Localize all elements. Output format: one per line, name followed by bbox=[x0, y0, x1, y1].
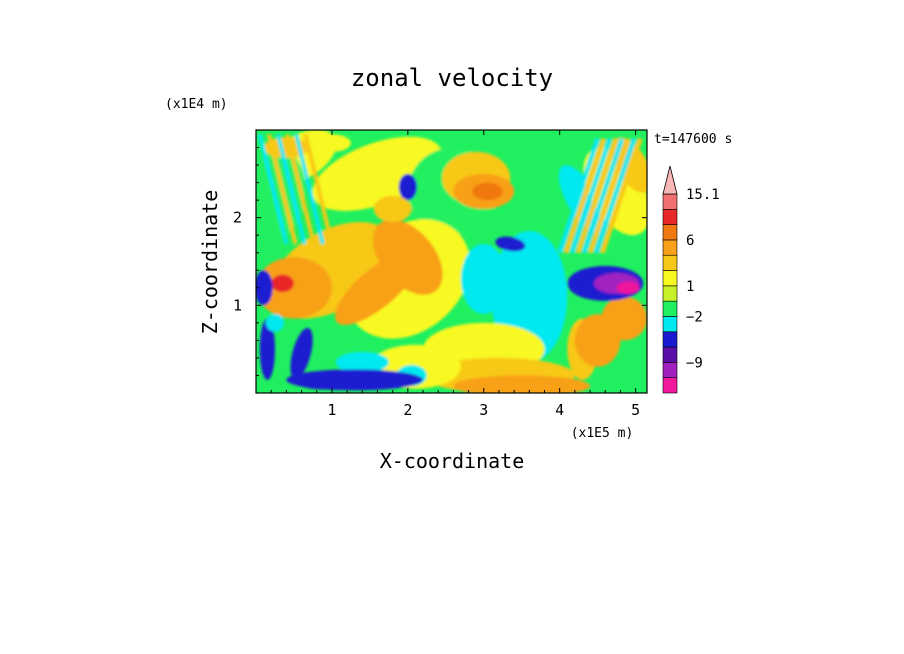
colorbar-cell bbox=[662, 270, 678, 287]
contour-region bbox=[563, 137, 607, 254]
colorbar-cell bbox=[662, 316, 678, 333]
contour-region bbox=[271, 274, 294, 293]
contour-region bbox=[616, 281, 640, 294]
contour-region bbox=[557, 137, 601, 254]
contour-region bbox=[256, 270, 273, 306]
contour-region bbox=[257, 133, 289, 245]
contour-region bbox=[297, 375, 351, 390]
colorbar-cell bbox=[662, 377, 678, 394]
x-tick-label: 4 bbox=[555, 401, 564, 419]
x-axis: 1 2 3 4 5 bbox=[270, 130, 640, 419]
time-label: t=147600 s bbox=[654, 132, 732, 147]
x-tick-label: 2 bbox=[403, 401, 412, 419]
contour-region bbox=[460, 243, 507, 315]
contour-region bbox=[259, 318, 275, 380]
contour-regions bbox=[256, 130, 647, 393]
contour-region bbox=[398, 173, 417, 201]
contour-region bbox=[587, 137, 631, 254]
colorbar-cell bbox=[662, 346, 678, 363]
colorbar-extension bbox=[662, 165, 678, 195]
contour-region bbox=[581, 137, 625, 254]
x-tick-label: 5 bbox=[631, 401, 640, 419]
colorbar-label: 1 bbox=[686, 279, 694, 295]
contour-region bbox=[373, 219, 443, 295]
contour-region bbox=[265, 314, 285, 332]
contour-region bbox=[276, 133, 307, 245]
colorbar-cell bbox=[662, 209, 678, 225]
colorbar-label: −9 bbox=[686, 355, 703, 371]
y-axis-title: Z-coordinate bbox=[198, 190, 222, 335]
colorbar-label: −2 bbox=[686, 309, 703, 325]
plot-frame bbox=[255, 129, 648, 394]
contour-region bbox=[495, 236, 526, 252]
colorbar-cell bbox=[662, 362, 678, 378]
x-axis-title: X-coordinate bbox=[380, 449, 525, 473]
contour-region bbox=[472, 182, 503, 201]
colorbar-cell bbox=[662, 224, 678, 241]
contour-field bbox=[256, 130, 647, 393]
colorbar-cell bbox=[662, 331, 678, 348]
colorbar-cell bbox=[662, 285, 678, 302]
y-tick-label: 1 bbox=[233, 296, 242, 314]
x-tick-label: 3 bbox=[479, 401, 488, 419]
contour-region bbox=[312, 134, 351, 152]
colorbar: 15.1 6 1 −2 −9 bbox=[662, 165, 720, 394]
x-unit-label: (x1E5 m) bbox=[571, 426, 634, 441]
y-tick-label: 2 bbox=[233, 209, 242, 227]
chart-title: zonal velocity bbox=[351, 64, 553, 92]
colorbar-label: 15.1 bbox=[686, 187, 720, 203]
contour-region bbox=[290, 328, 313, 380]
contour-region bbox=[294, 133, 325, 245]
contour-region bbox=[569, 137, 613, 254]
colorbar-cell bbox=[662, 193, 678, 210]
contour-region bbox=[575, 137, 619, 254]
contour-region bbox=[373, 195, 412, 223]
contour-region bbox=[593, 137, 637, 254]
colorbar-label: 6 bbox=[686, 233, 694, 249]
contour-region bbox=[256, 257, 332, 319]
colorbar-cell bbox=[662, 300, 678, 317]
contour-region bbox=[453, 375, 591, 393]
contour-region bbox=[303, 133, 334, 245]
y-axis: 12 bbox=[233, 147, 647, 376]
contour-region bbox=[335, 351, 389, 373]
contour-region bbox=[266, 133, 298, 245]
y-unit-label: (x1E4 m) bbox=[165, 97, 228, 112]
x-tick-label: 1 bbox=[327, 401, 336, 419]
contour-region bbox=[599, 137, 643, 254]
contour-region bbox=[601, 296, 647, 341]
contour-region bbox=[285, 133, 316, 245]
colorbar-cell bbox=[662, 239, 678, 256]
colorbar-cell bbox=[662, 254, 678, 271]
